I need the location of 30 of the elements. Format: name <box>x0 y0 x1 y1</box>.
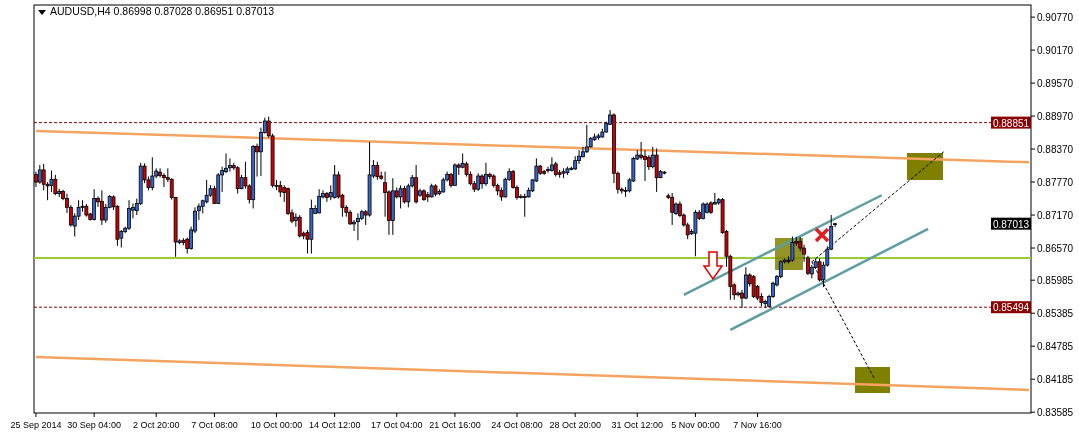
y-tick-label: 0.84785 <box>1037 340 1074 352</box>
x-tick-label: 24 Oct 08:00 <box>491 420 543 430</box>
y-tick-label: 0.88370 <box>1037 143 1074 155</box>
y-tick-label: 0.85385 <box>1037 307 1074 319</box>
y-tick-label: 0.85985 <box>1037 274 1074 286</box>
x-tick-label: 31 Oct 12:00 <box>611 420 664 430</box>
x-tick-label: 7 Nov 16:00 <box>733 420 782 430</box>
chart-title: AUDUSD,H4 0.86998 0.87028 0.86951 0.87013 <box>50 5 275 17</box>
y-tick-label: 0.90170 <box>1037 44 1074 56</box>
y-tick-label: 0.90770 <box>1037 11 1074 23</box>
x-tick-label: 5 Nov 00:00 <box>671 420 720 430</box>
y-tick-label: 0.84185 <box>1037 373 1074 385</box>
ref-line-label: 0.88851 <box>992 117 1030 129</box>
y-tick-label: 0.87170 <box>1037 209 1074 221</box>
x-tick-label: 7 Oct 08:00 <box>191 420 238 430</box>
y-tick-label: 0.89570 <box>1037 77 1074 89</box>
x-tick-label: 10 Oct 00:00 <box>250 420 303 430</box>
x-tick-label: 17 Oct 04:00 <box>370 420 423 430</box>
y-tick-label: 0.88970 <box>1037 110 1074 122</box>
x-tick-label: 30 Sep 04:00 <box>67 420 121 430</box>
ref-line-label: 0.85494 <box>992 302 1030 314</box>
y-tick-label: 0.87770 <box>1037 176 1074 188</box>
y-tick-label: 0.83585 <box>1037 406 1074 418</box>
x-tick-label: 14 Oct 12:00 <box>308 420 361 430</box>
y-tick-label: 0.86570 <box>1037 242 1074 254</box>
x-tick-label: 28 Oct 20:00 <box>549 420 601 430</box>
annotation: 0.87013 <box>992 218 1030 230</box>
x-tick-label: 25 Sep 2014 <box>10 420 62 430</box>
x-tick-label: 21 Oct 16:00 <box>429 420 481 430</box>
x-tick-label: 2 Oct 20:00 <box>132 420 180 430</box>
